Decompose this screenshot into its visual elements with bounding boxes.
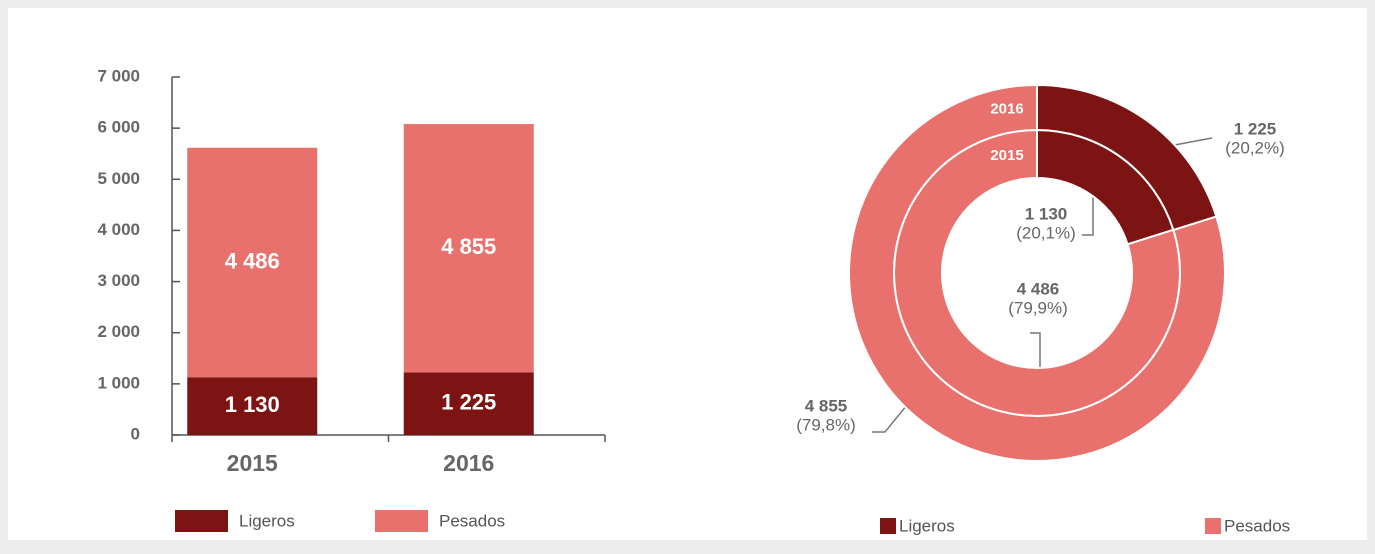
- legend-label: Ligeros: [239, 511, 295, 530]
- slice-value-label: 4 855: [805, 396, 848, 415]
- y-tick-label: 2 000: [97, 322, 140, 341]
- x-tick-label: 2016: [443, 450, 494, 476]
- y-tick-label: 4 000: [97, 220, 140, 239]
- y-tick-label: 0: [131, 424, 140, 443]
- legend-swatch: [175, 510, 228, 532]
- legend-swatch: [375, 510, 428, 532]
- legend-swatch: [880, 518, 896, 534]
- slice-percent-label: (79,9%): [1008, 298, 1068, 317]
- y-tick-label: 6 000: [97, 118, 140, 137]
- bar-segment: [403, 372, 534, 435]
- y-tick-label: 3 000: [97, 271, 140, 290]
- slice-value-label: 1 130: [1025, 204, 1068, 223]
- ring-label: 2015: [990, 147, 1023, 164]
- slice-value-label: 4 486: [1017, 279, 1060, 298]
- x-tick-label: 2015: [227, 450, 278, 476]
- legend-swatch: [1205, 518, 1221, 534]
- leader-line: [1030, 332, 1041, 375]
- y-tick-label: 5 000: [97, 169, 140, 188]
- leader-line: [1082, 182, 1094, 236]
- donut-slice: [847, 83, 1226, 462]
- legend-label: Pesados: [439, 511, 505, 530]
- bar-value-label: 1 130: [225, 392, 280, 417]
- bar-value-label: 4 855: [441, 234, 496, 259]
- bar-segment: [403, 124, 534, 373]
- ring-label: 2016: [990, 100, 1023, 117]
- slice-percent-label: (20,1%): [1016, 223, 1076, 242]
- bar-value-label: 1 225: [441, 389, 496, 414]
- legend-label: Pesados: [1224, 516, 1290, 535]
- slice-percent-label: (20,2%): [1225, 138, 1285, 157]
- bar-segment: [187, 377, 318, 435]
- slice-percent-label: (79,8%): [796, 415, 856, 434]
- legend-label: Ligeros: [899, 516, 955, 535]
- y-tick-label: 1 000: [97, 373, 140, 392]
- y-tick-label: 7 000: [97, 66, 140, 85]
- bar-value-label: 4 486: [225, 248, 280, 273]
- slice-value-label: 1 225: [1234, 119, 1277, 138]
- bar-segment: [187, 147, 318, 378]
